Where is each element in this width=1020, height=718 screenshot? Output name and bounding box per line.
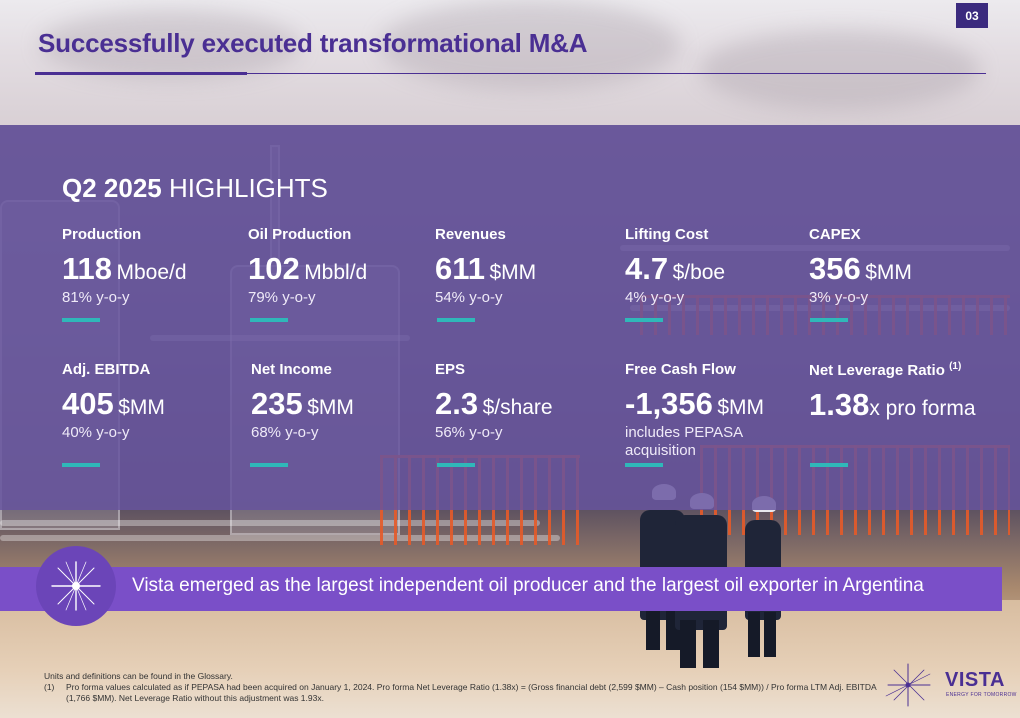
metric-unit: Mbbl/d: [304, 261, 368, 284]
accent-bar: [62, 318, 100, 322]
metric-unit: $MM: [717, 396, 765, 419]
metric-note: 81% y-o-y: [62, 289, 130, 306]
metric-unit: Mboe/d: [116, 261, 187, 284]
metric-note: 3% y-o-y: [809, 289, 869, 306]
metric-label: Net Leverage Ratio: [809, 362, 945, 379]
metric-value: 118: [62, 251, 113, 286]
metric-label: Oil Production: [248, 226, 352, 243]
banner-badge: [36, 546, 116, 626]
star-burst-icon: [51, 561, 101, 611]
accent-bar: [437, 463, 475, 467]
logo-tagline: ENERGY FOR TOMORROW: [946, 692, 1017, 698]
metric-adj-ebitda: Adj. EBITDA 405 $MM 40% y-o-y: [62, 361, 165, 442]
sky-background: [0, 0, 1020, 130]
accent-bar: [250, 463, 288, 467]
logo-name: VISTA: [945, 669, 1005, 691]
highlights-period: Q2 2025: [62, 173, 162, 203]
metric-note: 68% y-o-y: [251, 424, 319, 441]
metric-free-cash-flow: Free Cash Flow -1,356 $MM includes PEPAS…: [625, 361, 795, 460]
vista-logo-icon: [885, 663, 931, 707]
title-divider-accent: [35, 72, 247, 75]
metric-unit: x pro forma: [869, 397, 976, 420]
accent-bar: [62, 463, 100, 467]
metric-unit: $MM: [118, 396, 165, 419]
metric-net-leverage-ratio: Net Leverage Ratio (1) 1.38x pro forma: [809, 361, 976, 423]
metric-value: 102: [248, 251, 300, 286]
accent-bar: [810, 318, 848, 322]
metric-value: 356: [809, 251, 861, 286]
highlights-panel: [0, 125, 1020, 510]
accent-bar: [250, 318, 288, 322]
metric-value: 1.38: [809, 387, 870, 422]
metric-label: Net Income: [251, 361, 332, 378]
metric-note: 4% y-o-y: [625, 289, 685, 306]
metric-note: includes PEPASA acquisition: [625, 424, 743, 459]
metric-label: Free Cash Flow: [625, 361, 736, 378]
metric-note: 56% y-o-y: [435, 424, 503, 441]
footnote-intro: Units and definitions can be found in th…: [44, 671, 233, 681]
accent-bar: [437, 318, 475, 322]
highlights-heading: Q2 2025 HIGHLIGHTS: [62, 173, 328, 204]
metric-unit: $MM: [489, 261, 537, 284]
metric-revenues: Revenues 611 $MM 54% y-o-y: [435, 226, 536, 307]
metric-value: -1,356: [625, 386, 713, 421]
metric-label: Revenues: [435, 226, 506, 243]
accent-bar: [625, 318, 663, 322]
footnote-text: Pro forma values calculated as if PEPASA…: [66, 682, 877, 703]
page-title: Successfully executed transformational M…: [38, 28, 588, 58]
desert-ground: [0, 600, 1020, 718]
footnote-item: (1) Pro forma values calculated as if PE…: [44, 682, 894, 704]
title-divider: [35, 73, 986, 74]
metric-net-income: Net Income 235 $MM 68% y-o-y: [251, 361, 354, 442]
page-number: 03: [956, 3, 988, 28]
banner-text: Vista emerged as the largest independent…: [132, 575, 924, 596]
metric-lifting-cost: Lifting Cost 4.7 $/boe 4% y-o-y: [625, 226, 725, 307]
metric-value: 235: [251, 386, 303, 421]
footnote-mark: (1): [44, 682, 55, 692]
metric-unit: $MM: [865, 261, 912, 284]
metric-value: 4.7: [625, 251, 669, 286]
metric-value: 611: [435, 251, 486, 286]
metric-unit: $/share: [482, 396, 553, 419]
metric-oil-production: Oil Production 102 Mbbl/d 79% y-o-y: [248, 226, 367, 307]
metric-label: Lifting Cost: [625, 226, 709, 243]
metric-production: Production 118 Mboe/d 81% y-o-y: [62, 226, 187, 307]
metric-label: Production: [62, 226, 142, 243]
metric-unit: $/boe: [672, 261, 726, 284]
accent-bar: [810, 463, 848, 467]
metric-note: 54% y-o-y: [435, 289, 503, 306]
highlights-heading-rest: HIGHLIGHTS: [168, 173, 328, 203]
metric-capex: CAPEX 356 $MM 3% y-o-y: [809, 226, 912, 307]
footnotes: Units and definitions can be found in th…: [44, 671, 894, 704]
metric-label: Adj. EBITDA: [62, 361, 151, 378]
banner-strip: [0, 567, 1002, 611]
metric-note: 79% y-o-y: [248, 289, 316, 306]
footnote-marker: (1): [949, 361, 962, 372]
metric-eps: EPS 2.3 $/share 56% y-o-y: [435, 361, 553, 442]
metric-unit: $MM: [307, 396, 354, 419]
metric-label: EPS: [435, 361, 466, 378]
metric-value: 2.3: [435, 386, 479, 421]
accent-bar: [625, 463, 663, 467]
metric-label: CAPEX: [809, 226, 861, 243]
metric-note: 40% y-o-y: [62, 424, 130, 441]
metric-value: 405: [62, 386, 114, 421]
